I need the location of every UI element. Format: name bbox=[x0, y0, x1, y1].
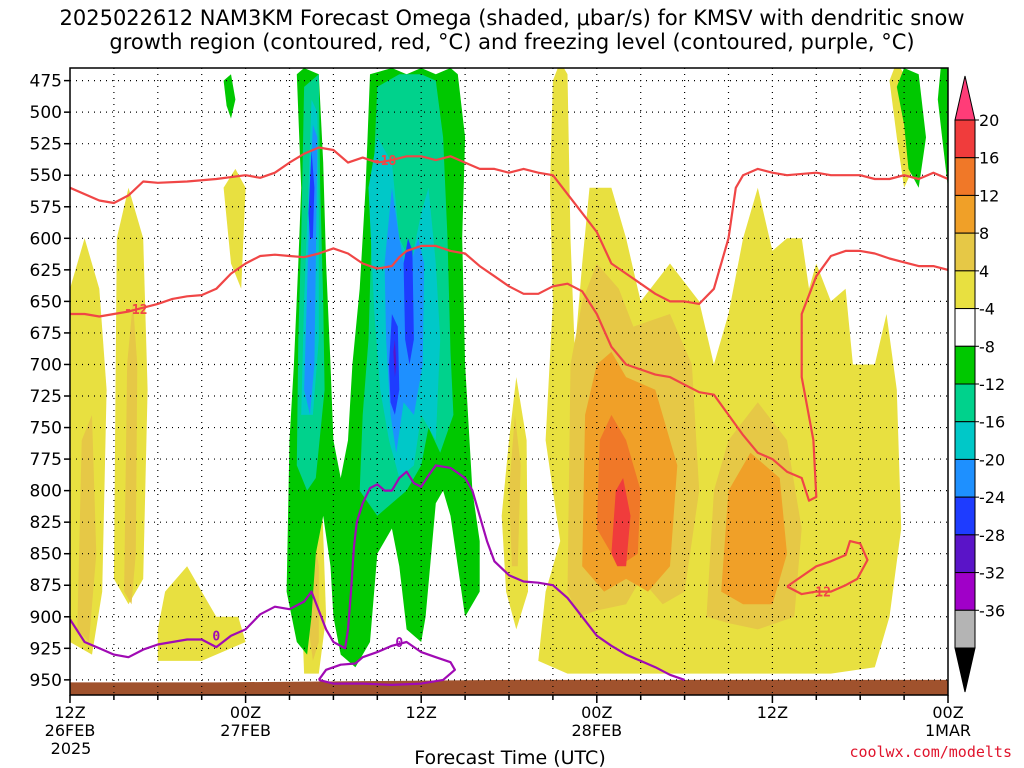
colorbar: 20 16 12 8 4 -4 -8 -12 -16 -20 -24 -28 -32 -36 bbox=[954, 75, 1005, 693]
dgz-contour-label-1: -12 bbox=[124, 303, 147, 318]
colorbar-segment-13 bbox=[954, 609, 976, 649]
x-tick-label-0-3: 2025 bbox=[51, 739, 92, 758]
ground-surface bbox=[70, 679, 948, 695]
dgz-contour-label-2: -12 bbox=[807, 586, 830, 601]
colorbar-bottom-arrow bbox=[954, 647, 976, 693]
omega-region-18 bbox=[223, 74, 236, 119]
colorbar-label-7: -12 bbox=[979, 375, 1005, 394]
colorbar-segment-0 bbox=[954, 119, 976, 159]
freezing-contour-label-0: 0 bbox=[212, 630, 220, 645]
x-tick-label-1-1: 00Z bbox=[230, 703, 261, 722]
y-tick-label-850: 850 bbox=[30, 545, 62, 565]
x-tick-label-1-2: 27FEB bbox=[220, 721, 271, 740]
colorbar-label-4: 4 bbox=[979, 262, 989, 281]
y-tick-label-800: 800 bbox=[30, 482, 62, 502]
colorbar-label-5: -4 bbox=[979, 300, 995, 319]
omega-region-15 bbox=[721, 452, 787, 605]
y-tick-label-775: 775 bbox=[30, 450, 62, 470]
colorbar-segment-9 bbox=[954, 458, 976, 498]
colorbar-label-2: 12 bbox=[979, 186, 999, 205]
colorbar-segment-12 bbox=[954, 572, 976, 611]
y-tick-label-875: 875 bbox=[30, 576, 62, 596]
x-tick-label-3-2: 28FEB bbox=[571, 721, 622, 740]
colorbar-label-10: -24 bbox=[979, 488, 1005, 507]
x-tick-label-2-1: 12Z bbox=[406, 703, 437, 722]
contour-lines: -18 -12 -12 0 0 bbox=[70, 146, 948, 686]
omega-shading bbox=[70, 68, 948, 674]
y-tick-label-625: 625 bbox=[30, 261, 62, 281]
dgz-contour-label-0: -18 bbox=[373, 154, 397, 169]
omega-region-31 bbox=[393, 339, 397, 378]
dgz-contour-1 bbox=[70, 244, 948, 502]
y-tick-label-500: 500 bbox=[30, 103, 62, 123]
x-tick-label-5-2: 1MAR bbox=[925, 721, 971, 740]
colorbar-segment-3 bbox=[954, 232, 976, 272]
colorbar-segment-6 bbox=[954, 345, 976, 385]
x-tick-label-0-2: 26FEB bbox=[45, 721, 96, 740]
colorbar-label-1: 16 bbox=[979, 149, 999, 168]
colorbar-segment-2 bbox=[954, 194, 976, 234]
y-tick-label-550: 550 bbox=[30, 166, 62, 186]
colorbar-segment-11 bbox=[954, 534, 976, 574]
colorbar-segment-10 bbox=[954, 496, 976, 536]
freezing-contour-1 bbox=[317, 640, 456, 686]
colorbar-label-12: -32 bbox=[979, 564, 1005, 583]
x-tick-label-4-1: 12Z bbox=[757, 703, 788, 722]
y-tick-label-575: 575 bbox=[30, 198, 62, 218]
dgz-contour-0 bbox=[70, 146, 948, 305]
colorbar-label-11: -28 bbox=[979, 526, 1005, 545]
chart-title-line-1: 2025022612 NAM3KM Forecast Omega (shaded… bbox=[59, 6, 965, 30]
colorbar-segment-4 bbox=[954, 270, 976, 310]
y-tick-label-950: 950 bbox=[30, 671, 62, 691]
chart-title-line-2: growth region (contoured, red, °C) and f… bbox=[109, 30, 915, 54]
omega-region-20 bbox=[896, 68, 926, 188]
x-tick-label-5-1: 00Z bbox=[932, 703, 963, 722]
y-tick-label-525: 525 bbox=[30, 135, 62, 155]
colorbar-label-0: 20 bbox=[979, 111, 999, 130]
y-tick-label-475: 475 bbox=[30, 72, 62, 92]
x-axis-label: Forecast Time (UTC) bbox=[414, 747, 605, 768]
omega-region-3 bbox=[223, 168, 246, 289]
colorbar-segment-5 bbox=[954, 308, 976, 347]
colorbar-label-13: -36 bbox=[979, 601, 1005, 620]
omega-region-28 bbox=[308, 150, 315, 239]
y-tick-label-650: 650 bbox=[30, 292, 62, 312]
y-tick-label-900: 900 bbox=[30, 608, 62, 628]
y-tick-label-825: 825 bbox=[30, 513, 62, 533]
colorbar-label-9: -20 bbox=[979, 450, 1005, 469]
x-tick-label-3-1: 00Z bbox=[581, 703, 612, 722]
colorbar-segment-1 bbox=[954, 157, 976, 196]
ground-fill bbox=[70, 679, 948, 695]
colorbar-label-3: 8 bbox=[979, 224, 989, 243]
y-tick-label-725: 725 bbox=[30, 387, 62, 407]
colorbar-segment-8 bbox=[954, 421, 976, 460]
y-tick-label-675: 675 bbox=[30, 324, 62, 344]
omega-region-2 bbox=[157, 566, 246, 661]
omega-region-9 bbox=[124, 301, 138, 605]
colorbar-segment-7 bbox=[954, 383, 976, 423]
omega-region-17 bbox=[611, 478, 631, 567]
x-tick-label-0-1: 12Z bbox=[54, 703, 85, 722]
y-axis: 475 500 525 550 575 600 625 650 675 700 725 750 775 8… bbox=[30, 72, 70, 691]
colorbar-label-8: -16 bbox=[979, 413, 1005, 432]
omega-region-21 bbox=[937, 68, 948, 188]
y-tick-label-600: 600 bbox=[30, 229, 62, 249]
y-tick-label-925: 925 bbox=[30, 639, 62, 659]
freezing-contour-label-1: 0 bbox=[395, 636, 403, 651]
freezing-contour-0 bbox=[70, 464, 685, 681]
y-tick-label-700: 700 bbox=[30, 355, 62, 375]
colorbar-top-arrow bbox=[954, 75, 976, 121]
y-tick-label-750: 750 bbox=[30, 419, 62, 439]
credit-text: coolwx.com/modelts bbox=[849, 743, 1012, 761]
dgz-contour-2 bbox=[786, 540, 869, 596]
colorbar-label-6: -8 bbox=[979, 337, 995, 356]
